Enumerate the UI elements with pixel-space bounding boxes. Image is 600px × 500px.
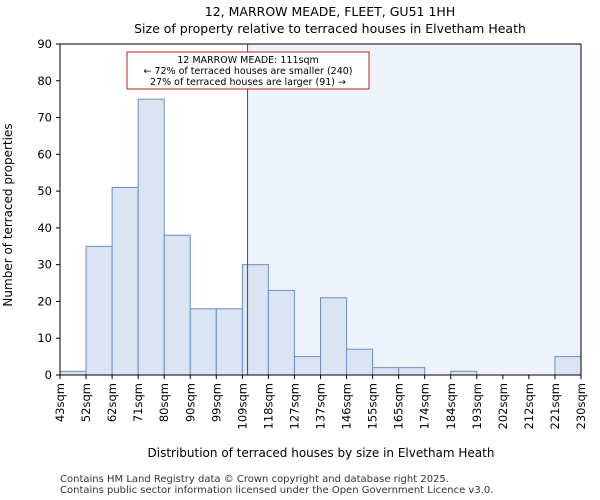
- x-tick-label: 212sqm: [522, 383, 536, 429]
- x-tick-label: 184sqm: [444, 383, 458, 429]
- y-tick-label: 60: [37, 147, 52, 161]
- x-axis-label: Distribution of terraced houses by size …: [148, 446, 495, 460]
- bar: [241, 264, 269, 376]
- y-tick-label: 90: [37, 37, 52, 51]
- annotation-line-1: 12 MARROW MEADE: 111sqm: [177, 55, 319, 66]
- bar: [215, 308, 243, 376]
- y-tick-label: 40: [37, 221, 52, 235]
- bar: [85, 245, 113, 376]
- bar: [163, 234, 191, 376]
- y-tick-label: 0: [45, 368, 52, 382]
- bar: [111, 186, 139, 376]
- footer-line-1: Contains HM Land Registry data © Crown c…: [60, 474, 449, 485]
- x-tick-label: 118sqm: [261, 383, 275, 429]
- x-tick-label: 90sqm: [183, 383, 197, 422]
- bar: [346, 348, 374, 376]
- bar: [554, 356, 582, 376]
- chart-subtitle: Size of property relative to terraced ho…: [134, 21, 526, 36]
- x-tick-label: 43sqm: [53, 383, 67, 422]
- x-tick-label: 137sqm: [314, 383, 328, 429]
- annotation-line-2: ← 72% of terraced houses are smaller (24…: [143, 66, 352, 77]
- bar: [189, 308, 217, 376]
- y-ticks: 0 10 20 30 40 50 60 70 80 90: [37, 37, 60, 382]
- x-ticks: 43sqm 52sqm 62sqm 71sqm 80sqm 90sqm 99sqm 109sq…: [53, 375, 588, 429]
- bar: [267, 289, 295, 376]
- bar: [398, 367, 426, 376]
- y-tick-label: 30: [37, 258, 52, 272]
- annotation-box: 12 MARROW MEADE: 111sqm ← 72% of terrace…: [126, 51, 370, 90]
- x-tick-label: 174sqm: [418, 383, 432, 429]
- y-tick-label: 80: [37, 74, 52, 88]
- y-tick-label: 50: [37, 184, 52, 198]
- x-tick-label: 71sqm: [131, 383, 145, 422]
- y-tick-label: 10: [37, 331, 52, 345]
- bar: [293, 356, 322, 376]
- x-tick-label: 127sqm: [287, 383, 301, 429]
- x-tick-label: 80sqm: [157, 383, 171, 422]
- annotation-border: [126, 51, 370, 90]
- x-tick-label: 62sqm: [105, 383, 119, 422]
- x-tick-label: 52sqm: [79, 383, 93, 422]
- x-tick-label: 202sqm: [496, 383, 510, 429]
- bar: [320, 297, 348, 376]
- x-tick-label: 193sqm: [470, 383, 484, 429]
- annotation-line-3: 27% of terraced houses are larger (91) →: [150, 77, 346, 88]
- x-tick-label: 155sqm: [366, 383, 380, 429]
- bar: [59, 370, 87, 376]
- x-tick-label: 109sqm: [235, 383, 249, 429]
- x-tick-label: 99sqm: [209, 383, 223, 422]
- x-tick-label: 221sqm: [548, 383, 562, 429]
- x-tick-label: 230sqm: [574, 383, 588, 429]
- footer-line-2: Contains public sector information licen…: [60, 485, 494, 496]
- bar: [372, 367, 400, 376]
- larger-region: [247, 44, 581, 375]
- y-tick-label: 70: [37, 111, 52, 125]
- x-tick-label: 146sqm: [340, 383, 354, 429]
- x-tick-label: 165sqm: [392, 383, 406, 429]
- bar: [450, 370, 478, 376]
- bars: [59, 98, 582, 376]
- y-tick-label: 20: [37, 294, 52, 308]
- y-axis-label: Number of terraced properties: [1, 123, 15, 306]
- chart-title: 12, MARROW MEADE, FLEET, GU51 1HH: [205, 4, 455, 19]
- bar: [137, 98, 165, 376]
